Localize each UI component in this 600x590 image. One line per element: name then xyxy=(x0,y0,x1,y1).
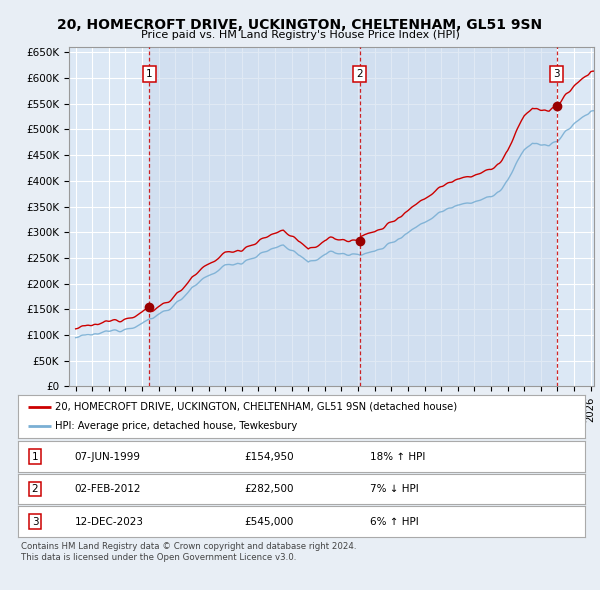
Text: £154,950: £154,950 xyxy=(245,452,295,461)
Text: 2: 2 xyxy=(32,484,38,494)
Bar xyxy=(149,47,557,386)
Text: 12-DEC-2023: 12-DEC-2023 xyxy=(75,517,144,526)
Text: 3: 3 xyxy=(553,69,560,79)
Text: This data is licensed under the Open Government Licence v3.0.: This data is licensed under the Open Gov… xyxy=(21,553,296,562)
Text: 6% ↑ HPI: 6% ↑ HPI xyxy=(370,517,418,526)
Text: 02-FEB-2012: 02-FEB-2012 xyxy=(75,484,141,494)
Text: Contains HM Land Registry data © Crown copyright and database right 2024.: Contains HM Land Registry data © Crown c… xyxy=(21,542,356,550)
Text: 3: 3 xyxy=(32,517,38,526)
Text: 2: 2 xyxy=(356,69,363,79)
Text: HPI: Average price, detached house, Tewkesbury: HPI: Average price, detached house, Tewk… xyxy=(55,421,297,431)
Text: £282,500: £282,500 xyxy=(245,484,295,494)
Text: 1: 1 xyxy=(146,69,153,79)
Text: 20, HOMECROFT DRIVE, UCKINGTON, CHELTENHAM, GL51 9SN: 20, HOMECROFT DRIVE, UCKINGTON, CHELTENH… xyxy=(58,18,542,32)
Text: 18% ↑ HPI: 18% ↑ HPI xyxy=(370,452,425,461)
Text: 20, HOMECROFT DRIVE, UCKINGTON, CHELTENHAM, GL51 9SN (detached house): 20, HOMECROFT DRIVE, UCKINGTON, CHELTENH… xyxy=(55,402,457,412)
Text: Price paid vs. HM Land Registry's House Price Index (HPI): Price paid vs. HM Land Registry's House … xyxy=(140,30,460,40)
Text: £545,000: £545,000 xyxy=(245,517,294,526)
Text: 1: 1 xyxy=(32,452,38,461)
Text: 7% ↓ HPI: 7% ↓ HPI xyxy=(370,484,418,494)
Text: 07-JUN-1999: 07-JUN-1999 xyxy=(75,452,140,461)
